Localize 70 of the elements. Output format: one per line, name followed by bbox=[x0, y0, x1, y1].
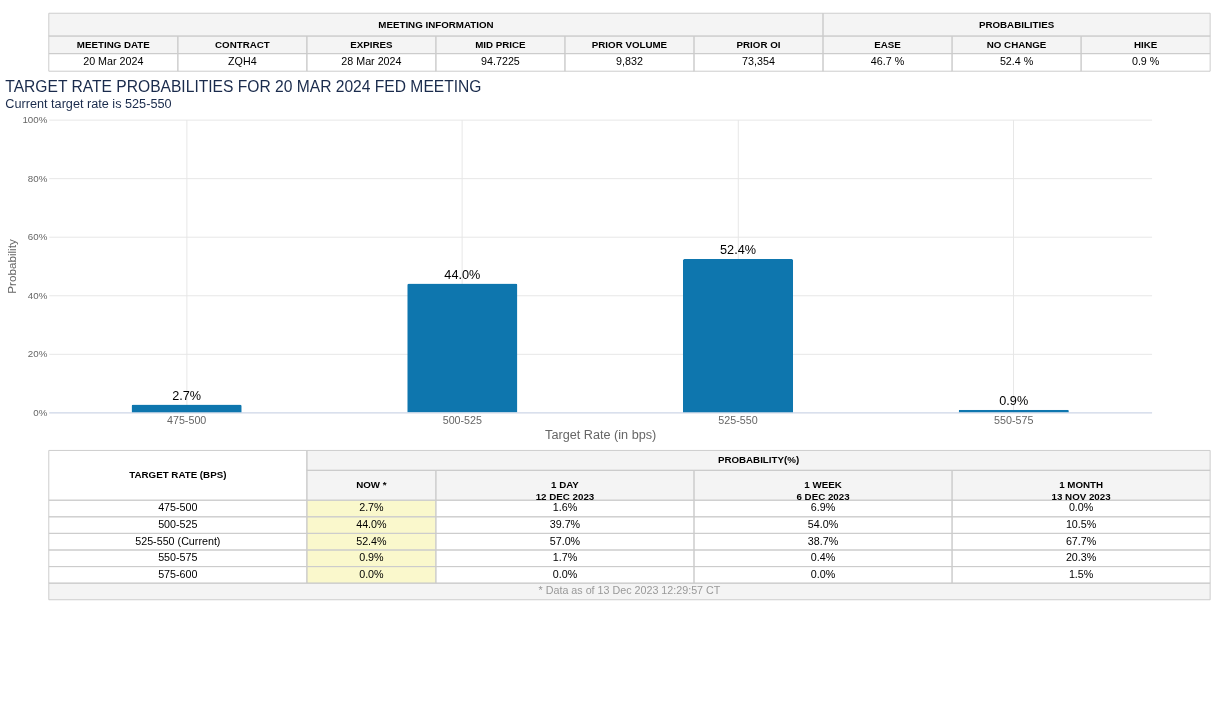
text: 1.5% bbox=[1068, 567, 1094, 580]
text: 0.0% bbox=[552, 567, 578, 580]
text: 1 MONTH 13 NOV 2023 bbox=[1051, 479, 1112, 502]
text: NOW * bbox=[356, 479, 387, 491]
x-axis-title: Target Rate (in bps) bbox=[545, 428, 657, 443]
text: 0.4% bbox=[810, 551, 836, 564]
text: 54.0% bbox=[807, 518, 839, 531]
text: 1.6% bbox=[552, 501, 578, 514]
y-tick-label: 20% bbox=[27, 348, 48, 360]
x-tick-label: 500-525 bbox=[442, 413, 483, 426]
y-axis-title: Probability bbox=[4, 239, 18, 294]
y-tick-label: 60% bbox=[27, 231, 48, 243]
text: 575-600 bbox=[158, 567, 198, 580]
x-tick-label: 525-550 bbox=[718, 413, 758, 426]
y-tick-label: 100% bbox=[22, 114, 48, 126]
chart-subtitle: Current target rate is 525-550 bbox=[5, 96, 172, 111]
x-tick-label: 550-575 bbox=[994, 413, 1034, 426]
text: 73,354 bbox=[742, 55, 775, 68]
data-label: 44.0% bbox=[444, 267, 481, 282]
text: HIKE bbox=[1133, 38, 1158, 50]
text: 52.4% bbox=[356, 534, 388, 547]
text: 500-525 bbox=[158, 518, 198, 531]
text: 57.0% bbox=[549, 534, 581, 547]
text: 0.0% bbox=[810, 567, 836, 580]
text: 20.3% bbox=[1065, 551, 1097, 564]
data-label: 2.7% bbox=[172, 388, 202, 403]
text: 0.0% bbox=[1068, 501, 1094, 514]
text: MEETING INFORMATION bbox=[378, 18, 494, 30]
data-label: 52.4% bbox=[720, 243, 757, 258]
text: MID PRICE bbox=[475, 38, 527, 50]
text: 1 WEEK 6 DEC 2023 bbox=[796, 479, 851, 502]
y-tick-label: 0% bbox=[33, 406, 48, 418]
x-tick-label: 475-500 bbox=[166, 413, 207, 426]
text: * Data as of 13 Dec 2023 12:29:57 CT bbox=[538, 584, 721, 597]
text: 0.9 % bbox=[1131, 55, 1160, 68]
text: 44.0% bbox=[356, 518, 388, 531]
text: EXPIRES bbox=[350, 38, 394, 50]
text: MEETING DATE bbox=[76, 38, 151, 50]
y-tick-label: 40% bbox=[27, 289, 48, 301]
text: 28 Mar 2024 bbox=[341, 55, 402, 68]
text: PROBABILITY(%) bbox=[717, 454, 800, 466]
text: PRIOR VOLUME bbox=[591, 38, 668, 50]
text: 1.7% bbox=[552, 551, 578, 564]
data-label: 0.9% bbox=[999, 393, 1029, 408]
text: TARGET RATE (BPS) bbox=[129, 469, 227, 481]
text: ZQH4 bbox=[228, 55, 257, 68]
text: 0.9% bbox=[359, 551, 385, 564]
text: 9,832 bbox=[616, 55, 643, 68]
text: 67.7% bbox=[1065, 534, 1097, 547]
text: 0.0% bbox=[359, 567, 385, 580]
text: 2.7% bbox=[359, 501, 385, 514]
text: 52.4 % bbox=[999, 55, 1034, 68]
text: 525-550 (Current) bbox=[135, 534, 221, 547]
text: 20 Mar 2024 bbox=[83, 55, 144, 68]
chart-title: TARGET RATE PROBABILITIES FOR 20 MAR 2024 FED MEETING bbox=[5, 78, 482, 96]
text: PROBABILITIES bbox=[978, 18, 1055, 30]
text: 550-575 bbox=[158, 551, 198, 564]
text: CONTRACT bbox=[215, 38, 270, 50]
text: 94.7225 bbox=[481, 55, 520, 68]
text: 6.9% bbox=[810, 501, 836, 514]
text: 39.7% bbox=[549, 518, 581, 531]
text: 10.5% bbox=[1065, 518, 1097, 531]
text: 1 DAY 12 DEC 2023 bbox=[535, 479, 595, 502]
text: PRIOR OI bbox=[736, 38, 781, 50]
text: NO CHANGE bbox=[986, 38, 1047, 50]
text: 475-500 bbox=[158, 501, 198, 514]
text: EASE bbox=[874, 38, 902, 50]
text: 46.7 % bbox=[870, 55, 905, 68]
y-tick-label: 80% bbox=[27, 172, 48, 184]
text: 38.7% bbox=[807, 534, 839, 547]
